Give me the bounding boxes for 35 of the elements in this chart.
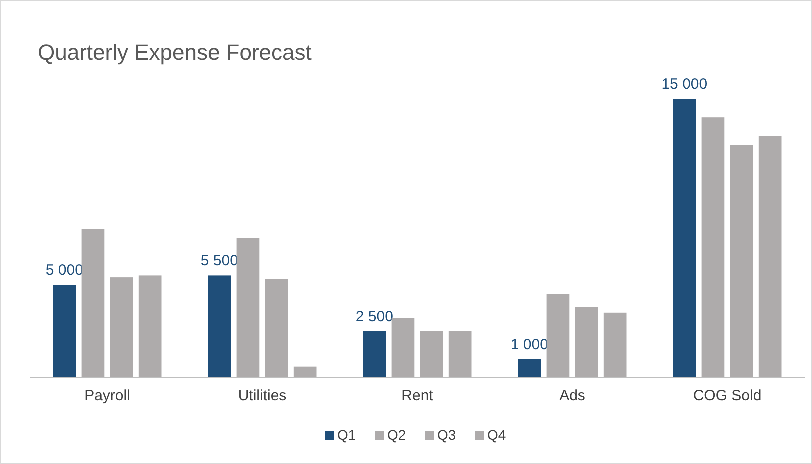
bar — [604, 312, 627, 378]
bar — [758, 136, 782, 378]
x-tick-label: Rent — [402, 388, 434, 404]
legend-label: Q1 — [338, 427, 356, 443]
bar — [673, 99, 696, 378]
bar — [702, 118, 725, 378]
data-label: 5 500 — [200, 252, 238, 270]
legend-label: Q3 — [438, 427, 456, 443]
chart-title: Quarterly Expense Forecast — [38, 40, 312, 65]
bar — [392, 318, 415, 378]
bar — [82, 229, 105, 378]
x-tick-label: Payroll — [84, 388, 130, 404]
x-tick-label: COG Sold — [693, 388, 762, 404]
bar — [53, 285, 76, 378]
bar — [575, 307, 598, 378]
data-label: 1 000 — [510, 336, 548, 354]
bar — [518, 359, 542, 378]
x-tick-label: Utilities — [238, 388, 287, 404]
data-label: 5 000 — [46, 262, 84, 279]
bar — [208, 276, 232, 378]
legend-label: Q2 — [388, 427, 406, 443]
x-tick-label: Ads — [560, 388, 586, 404]
bar — [110, 278, 134, 378]
data-label: 2 500 — [356, 308, 394, 326]
legend-label: Q4 — [488, 427, 506, 443]
bar — [138, 276, 162, 378]
bar — [420, 332, 444, 378]
bar — [448, 332, 472, 378]
bar — [294, 366, 317, 378]
bar — [363, 332, 386, 378]
bar — [236, 238, 260, 378]
data-label: 15 000 — [662, 76, 708, 93]
bar — [265, 279, 288, 378]
bar — [546, 294, 570, 378]
bar — [730, 146, 754, 378]
